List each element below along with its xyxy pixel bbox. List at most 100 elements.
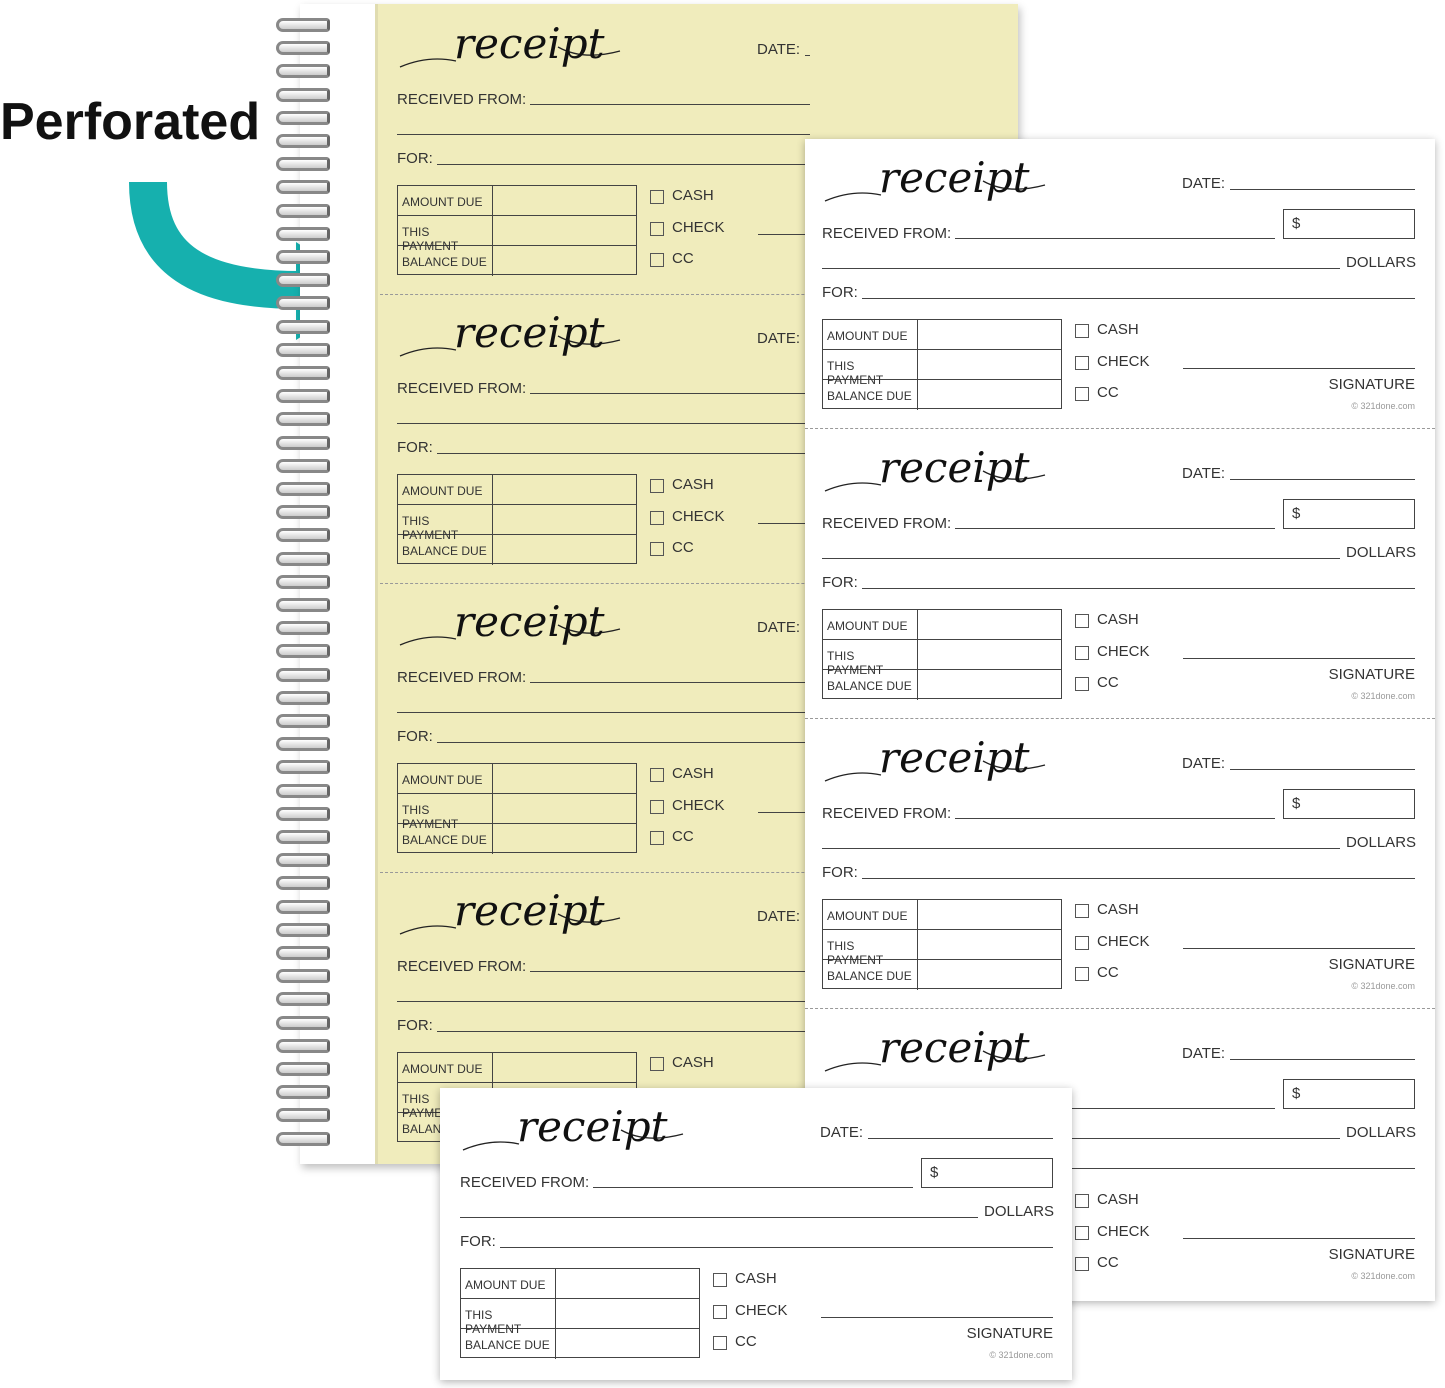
date-line: [1230, 769, 1415, 770]
for-label: FOR:: [822, 864, 858, 881]
date-line: [868, 1138, 1053, 1139]
for-label: FOR:: [460, 1233, 496, 1250]
payment-method-label: CHECK: [1097, 932, 1150, 950]
payment-method-label: CC: [672, 539, 694, 556]
checkbox-icon: [650, 221, 664, 236]
for-label: FOR:: [822, 284, 858, 301]
table-row: BALANCE DUE: [398, 535, 636, 565]
checkbox-icon: [650, 768, 664, 782]
table-row-label: THIS PAYMENT: [823, 640, 918, 677]
spiral-coil: [276, 180, 330, 195]
table-row-label: THIS PAYMENT: [461, 1299, 556, 1336]
payment-method-label: CHECK: [672, 796, 725, 814]
table-row-label: THIS PAYMENT: [398, 505, 493, 542]
receipt-title: receipt: [454, 308, 605, 357]
checkbox-icon: [1075, 677, 1089, 691]
amount-box: $: [1283, 1079, 1415, 1109]
spiral-coil: [276, 737, 330, 752]
for-line: [437, 164, 810, 165]
amount-box: $: [921, 1158, 1053, 1188]
payment-method-label: CASH: [1097, 901, 1139, 918]
for-line: [500, 1247, 1053, 1248]
table-row-label: BALANCE DUE: [823, 960, 918, 990]
table-row: THIS PAYMENT: [461, 1299, 699, 1336]
amount-words-line: [397, 423, 810, 424]
table-row: BALANCE DUE: [398, 246, 636, 276]
table-row-label: AMOUNT DUE: [398, 475, 493, 504]
payment-method-label: CC: [1097, 384, 1119, 401]
checkbox-icon: [650, 510, 664, 525]
signature-label: SIGNATURE: [1328, 376, 1415, 393]
checkbox-icon: [650, 253, 664, 267]
signature-line: [758, 234, 810, 235]
spiral-coil: [276, 806, 330, 821]
table-row: THIS PAYMENT: [398, 216, 636, 253]
table-row-label: AMOUNT DUE: [823, 320, 918, 349]
received-from-line: [530, 971, 810, 972]
receipt-logo: receipt: [398, 17, 628, 87]
table-row: THIS PAYMENT: [823, 930, 1061, 967]
table-row: THIS PAYMENT: [823, 640, 1061, 677]
copyright: © 321done.com: [1351, 1271, 1415, 1281]
receipt-logo: receipt: [398, 306, 628, 376]
dollars-label: DOLLARS: [1346, 254, 1417, 271]
receipt-title: receipt: [517, 1102, 668, 1151]
for-line: [862, 298, 1415, 299]
spiral-coil: [276, 505, 330, 520]
table-row: AMOUNT DUE: [461, 1269, 699, 1299]
payment-method-label: CHECK: [1097, 1222, 1150, 1240]
spiral-coil: [276, 18, 330, 32]
spiral-coil: [276, 853, 330, 868]
received-from-label: RECEIVED FROM:: [460, 1174, 590, 1191]
spiral-coil: [276, 250, 330, 264]
spiral-coil: [276, 1131, 330, 1146]
signature-label: SIGNATURE: [1328, 1246, 1415, 1263]
spiral-coil: [276, 87, 330, 102]
received-from-label: RECEIVED FROM:: [397, 958, 527, 975]
dollars-label: DOLLARS: [1346, 544, 1417, 561]
spiral-coil: [276, 64, 330, 79]
date-label: DATE:: [757, 330, 801, 347]
payment-method-label: CASH: [672, 476, 714, 493]
spiral-coil: [276, 482, 330, 496]
amount-words-line: [397, 134, 810, 135]
table-row-label: BALANCE DUE: [461, 1329, 556, 1359]
for-label: FOR:: [397, 439, 433, 456]
table-row-label: THIS PAYMENT: [823, 930, 918, 967]
for-label: FOR:: [397, 728, 433, 745]
checkbox-icon: [1075, 967, 1089, 981]
received-from-label: RECEIVED FROM:: [822, 515, 952, 532]
spiral-coil: [276, 922, 330, 937]
spiral-coil: [276, 760, 330, 775]
spiral-coil: [276, 1015, 330, 1030]
spiral-coil: [276, 644, 330, 659]
spiral-coil: [276, 41, 330, 56]
for-label: FOR:: [397, 150, 433, 167]
payment-method-label: CHECK: [735, 1301, 788, 1319]
checkbox-icon: [713, 1273, 727, 1287]
table-row-label: THIS PAYMENT: [823, 350, 918, 387]
date-label: DATE:: [1182, 465, 1226, 482]
signature-line: [1183, 658, 1415, 659]
checkbox-icon: [1075, 1225, 1089, 1240]
dollar-sign: $: [930, 1164, 939, 1181]
signature-line: [1183, 368, 1415, 369]
spiral-coil: [276, 366, 330, 380]
table-row-label: BALANCE DUE: [398, 824, 493, 854]
checkbox-icon: [650, 831, 664, 845]
receipt-title: receipt: [454, 19, 605, 68]
signature-line: [758, 812, 810, 813]
table-row-label: THIS PAYMENT: [398, 216, 493, 253]
spiral-coil: [276, 598, 330, 612]
received-from-line: [593, 1187, 913, 1188]
for-label: FOR:: [397, 1017, 433, 1034]
spiral-coil: [276, 946, 330, 960]
amount-words-line: [397, 712, 810, 713]
perforation-line: [380, 872, 810, 873]
spiral-coil: [276, 899, 330, 914]
